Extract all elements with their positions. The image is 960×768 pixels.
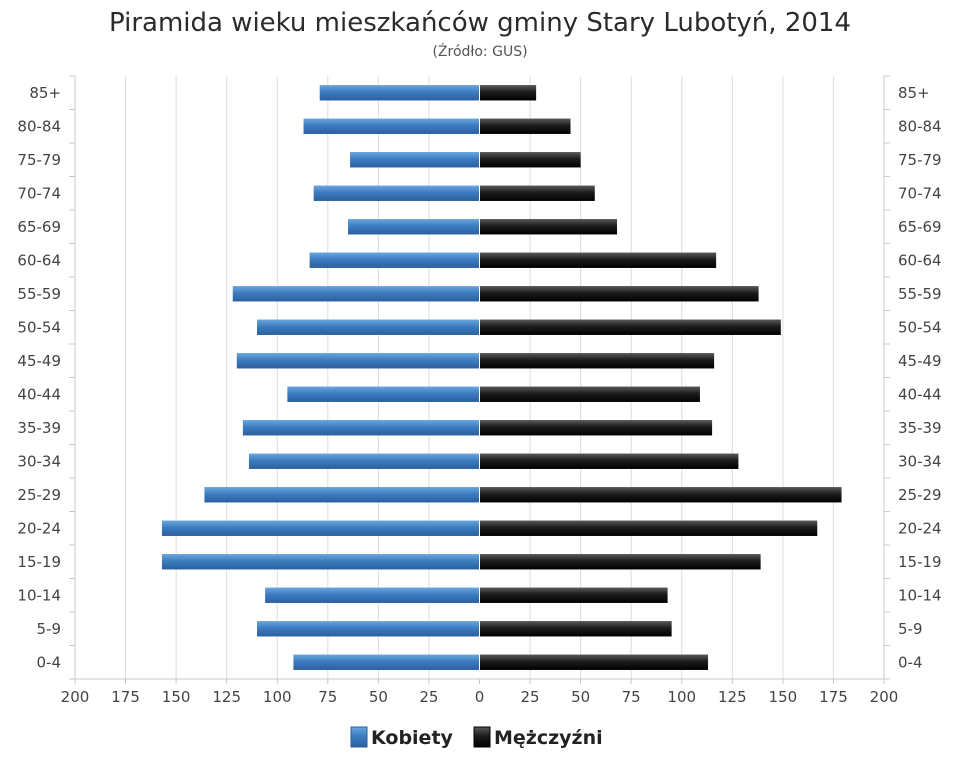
bar-mezczyzni [479, 554, 761, 570]
y-tick-label-left: 65-69 [17, 218, 61, 236]
bar-mezczyzni [479, 118, 571, 134]
bar-kobiety [204, 487, 480, 503]
y-tick-label-left: 75-79 [17, 151, 61, 169]
x-tick-label: 75 [622, 688, 641, 706]
y-tick-label-right: 70-74 [898, 184, 942, 202]
bar-kobiety [293, 654, 480, 670]
x-tick-label: 150 [162, 688, 191, 706]
y-tick-label-left: 10-14 [17, 586, 61, 604]
y-tick-label-left: 80-84 [17, 117, 61, 135]
bar-kobiety [319, 85, 480, 101]
x-tick-label: 125 [718, 688, 747, 706]
y-tick-label-left: 35-39 [17, 419, 61, 437]
bar-mezczyzni [479, 621, 672, 637]
bar-kobiety [257, 621, 480, 637]
bar-kobiety [287, 386, 480, 402]
bar-mezczyzni [479, 587, 668, 603]
y-tick-label-right: 40-44 [898, 385, 942, 403]
x-tick-label: 150 [769, 688, 798, 706]
bar-mezczyzni [479, 85, 537, 101]
legend: Kobiety Mężczyźni [350, 726, 603, 749]
x-tick-label: 100 [263, 688, 292, 706]
bar-mezczyzni [479, 319, 781, 335]
bar-mezczyzni [479, 453, 739, 469]
bar-kobiety [348, 219, 480, 235]
y-tick-label-right: 80-84 [898, 117, 942, 135]
chart-subtitle: (Źródło: GUS) [432, 44, 528, 60]
bar-mezczyzni [479, 286, 759, 302]
legend-swatch-mezczyzni [473, 726, 491, 748]
x-tick-label: 0 [475, 688, 485, 706]
y-tick-label-right: 65-69 [898, 218, 942, 236]
y-tick-label-left: 45-49 [17, 352, 61, 370]
bar-kobiety [309, 252, 480, 268]
x-tick-label: 200 [870, 688, 899, 706]
y-tick-label-right: 10-14 [898, 586, 942, 604]
y-tick-label-left: 60-64 [17, 251, 61, 269]
bar-mezczyzni [479, 487, 842, 503]
y-tick-label-right: 75-79 [898, 151, 942, 169]
bar-mezczyzni [479, 654, 709, 670]
bar-mezczyzni [479, 353, 715, 369]
x-tick-label: 75 [318, 688, 337, 706]
y-tick-label-left: 15-19 [17, 553, 61, 571]
y-tick-label-right: 25-29 [898, 486, 942, 504]
chart-title: Piramida wieku mieszkańców gminy Stary L… [108, 8, 851, 38]
bar-mezczyzni [479, 420, 713, 436]
axes: 200 175 150 125 100 75 50 25 0 25 50 75 100 125 150 175… [17, 75, 942, 706]
bar-kobiety [350, 152, 480, 168]
y-tick-label-left: 55-59 [17, 285, 61, 303]
y-tick-label-right: 0-4 [898, 653, 923, 671]
y-tick-label-left: 70-74 [17, 184, 61, 202]
bar-kobiety [232, 286, 480, 302]
y-tick-label-right: 15-19 [898, 553, 942, 571]
y-tick-label-right: 5-9 [898, 620, 923, 638]
x-tick-label: 100 [667, 688, 696, 706]
bar-mezczyzni [479, 386, 700, 402]
bar-kobiety [161, 520, 480, 536]
bar-mezczyzni [479, 152, 581, 168]
legend-label-kobiety: Kobiety [371, 727, 454, 749]
legend-label-mezczyzni: Mężczyźni [494, 727, 603, 749]
x-tick-label: 200 [61, 688, 90, 706]
bar-kobiety [313, 185, 480, 201]
y-tick-label-right: 30-34 [898, 452, 942, 470]
bar-mezczyzni [479, 520, 818, 536]
x-tick-label: 25 [419, 688, 438, 706]
x-tick-label: 175 [111, 688, 140, 706]
bar-kobiety [248, 453, 480, 469]
x-tick-label: 125 [212, 688, 241, 706]
y-tick-label-left: 25-29 [17, 486, 61, 504]
bar-kobiety [303, 118, 480, 134]
x-tick-label: 50 [369, 688, 388, 706]
y-tick-label-left: 40-44 [17, 385, 61, 403]
x-tick-label: 175 [819, 688, 848, 706]
bar-mezczyzni [479, 252, 717, 268]
y-tick-label-left: 5-9 [37, 620, 62, 638]
y-tick-label-left: 30-34 [17, 452, 61, 470]
y-tick-label-right: 35-39 [898, 419, 942, 437]
y-tick-label-right: 55-59 [898, 285, 942, 303]
y-tick-label-left: 0-4 [37, 653, 62, 671]
y-tick-label-right: 60-64 [898, 251, 942, 269]
y-tick-label-right: 20-24 [898, 519, 942, 537]
bar-kobiety [265, 587, 480, 603]
bar-kobiety [161, 554, 480, 570]
y-tick-label-left: 20-24 [17, 519, 61, 537]
bar-mezczyzni [479, 219, 618, 235]
y-tick-label-right: 50-54 [898, 318, 942, 336]
y-tick-label-right: 85+ [898, 84, 930, 102]
bar-mezczyzni [479, 185, 595, 201]
bars [161, 76, 842, 679]
y-tick-label-right: 45-49 [898, 352, 942, 370]
bar-kobiety [257, 319, 480, 335]
y-tick-label-left: 85+ [29, 84, 61, 102]
bar-kobiety [236, 353, 480, 369]
bar-kobiety [242, 420, 480, 436]
x-tick-label: 50 [571, 688, 590, 706]
y-tick-label-left: 50-54 [17, 318, 61, 336]
x-tick-label: 25 [521, 688, 540, 706]
legend-swatch-kobiety [350, 726, 368, 748]
